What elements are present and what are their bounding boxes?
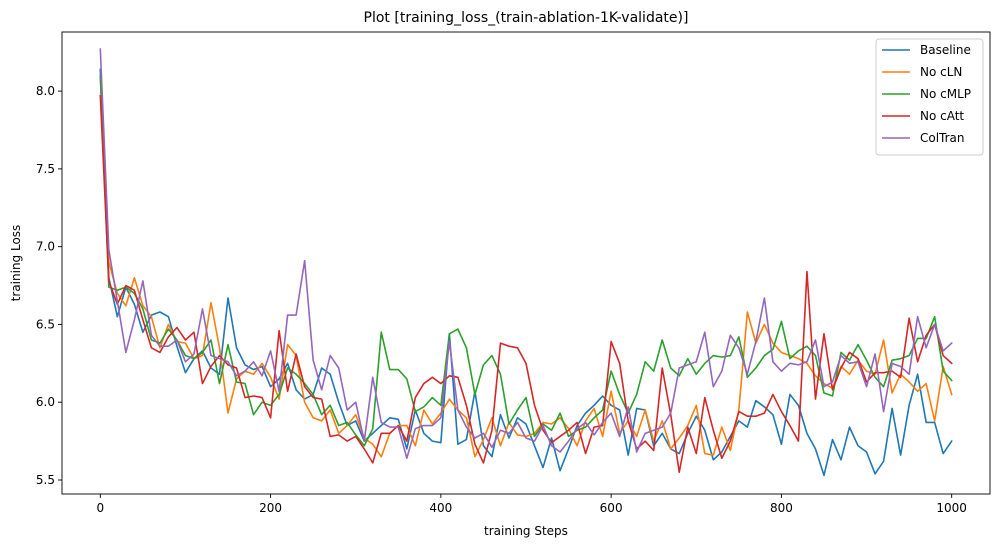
legend-label-no-cmlp: No cMLP xyxy=(920,87,971,101)
legend-label-no-catt: No cAtt xyxy=(920,109,964,123)
x-axis-label: training Steps xyxy=(484,524,568,538)
series-line-no-catt xyxy=(99,94,953,474)
x-tick-label: 400 xyxy=(429,501,452,515)
x-axis: 0 200 400 600 800 1000 xyxy=(96,494,967,515)
legend-label-no-cln: No cLN xyxy=(920,65,962,79)
series-line-baseline xyxy=(99,68,953,477)
x-tick-label: 0 xyxy=(96,501,104,515)
y-tick-label: 8.0 xyxy=(36,84,55,98)
series-line-coltran xyxy=(99,48,953,460)
legend-label-coltran: ColTran xyxy=(920,131,965,145)
plot-frame xyxy=(61,31,991,495)
x-tick-label: 200 xyxy=(259,501,282,515)
legend: Baseline No cLN No cMLP No cAtt ColTran xyxy=(875,38,984,156)
legend-label-baseline: Baseline xyxy=(920,43,971,57)
series-line-no-cmlp xyxy=(99,74,953,447)
plot-area xyxy=(61,31,991,495)
y-axis-label: training Loss xyxy=(9,225,23,302)
x-tick-label: 1000 xyxy=(936,501,967,515)
y-tick-label: 5.5 xyxy=(36,473,55,487)
legend-box xyxy=(875,38,984,156)
series-group xyxy=(99,48,953,477)
y-tick-label: 7.5 xyxy=(36,162,55,176)
y-axis: 5.5 6.0 6.5 7.0 7.5 8.0 xyxy=(36,84,62,487)
chart-title: Plot [training_loss_(train-ablation-1K-v… xyxy=(364,10,689,26)
x-tick-label: 600 xyxy=(600,501,623,515)
y-tick-label: 6.5 xyxy=(36,317,55,331)
y-tick-label: 6.0 xyxy=(36,395,55,409)
x-tick-label: 800 xyxy=(770,501,793,515)
y-tick-label: 7.0 xyxy=(36,240,55,254)
